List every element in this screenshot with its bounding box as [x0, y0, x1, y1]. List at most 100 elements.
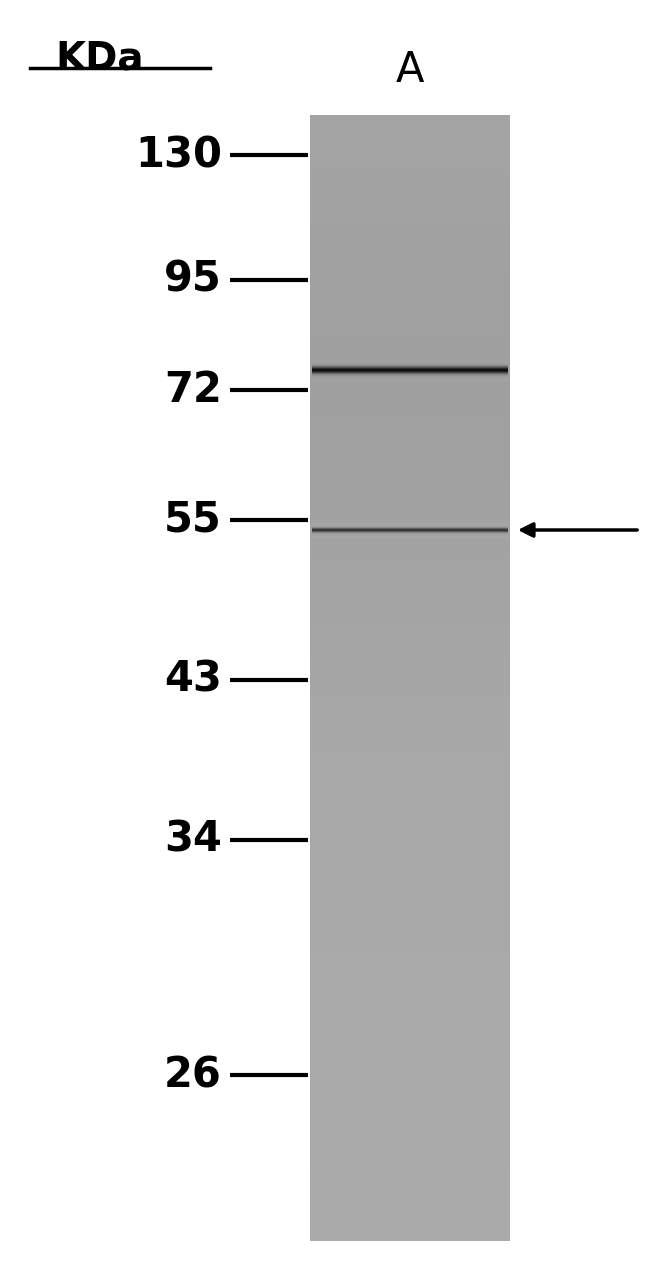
Bar	[310, 1086, 510, 1090]
Text: 55: 55	[164, 499, 222, 541]
Bar	[310, 426, 510, 430]
Bar	[310, 1211, 510, 1214]
Bar	[310, 453, 510, 457]
Bar	[310, 415, 510, 419]
Bar	[310, 126, 510, 131]
Bar	[310, 877, 510, 881]
Bar	[310, 148, 510, 154]
Bar	[310, 733, 510, 739]
Bar	[310, 1008, 510, 1011]
Bar	[310, 1217, 510, 1222]
Bar	[310, 730, 510, 735]
Bar	[310, 457, 510, 461]
Bar	[310, 133, 510, 138]
Bar	[310, 1127, 510, 1132]
Text: 95: 95	[164, 259, 222, 301]
Bar	[310, 681, 510, 685]
Bar	[310, 1165, 510, 1169]
Bar	[310, 449, 510, 453]
Bar	[310, 486, 510, 491]
Bar	[310, 490, 510, 494]
Bar	[310, 937, 510, 940]
Bar	[310, 626, 510, 629]
Bar	[310, 1075, 510, 1079]
Bar	[310, 1150, 510, 1155]
Bar	[310, 764, 510, 768]
Bar	[310, 816, 510, 821]
Bar	[310, 783, 510, 787]
Bar	[310, 497, 510, 501]
Text: 26: 26	[164, 1055, 222, 1096]
Bar	[310, 265, 510, 269]
Bar	[310, 190, 510, 194]
Bar	[310, 539, 510, 543]
Bar	[310, 363, 510, 367]
Bar	[310, 906, 510, 910]
Bar	[310, 434, 510, 438]
Bar	[310, 202, 510, 206]
Bar	[310, 580, 510, 584]
Bar	[310, 377, 510, 382]
Bar	[310, 520, 510, 524]
Bar	[310, 294, 510, 299]
Bar	[310, 223, 510, 228]
Bar	[310, 595, 510, 599]
Bar	[310, 471, 510, 476]
Bar	[310, 831, 510, 835]
Bar	[310, 1173, 510, 1176]
Bar	[310, 1052, 510, 1057]
Bar	[310, 685, 510, 689]
Bar	[310, 459, 510, 464]
Bar	[310, 944, 510, 948]
Bar	[310, 273, 510, 277]
Bar	[310, 250, 510, 254]
Bar	[310, 524, 510, 528]
Bar	[310, 1124, 510, 1128]
Bar	[310, 607, 510, 610]
Bar	[310, 887, 510, 892]
Bar	[310, 1207, 510, 1211]
Bar	[310, 145, 510, 150]
Bar	[310, 959, 510, 963]
Bar	[310, 445, 510, 449]
Bar	[310, 1067, 510, 1072]
Bar	[310, 501, 510, 505]
Bar	[310, 1011, 510, 1015]
Bar	[310, 187, 510, 190]
Bar	[310, 227, 510, 232]
Bar	[310, 843, 510, 846]
Bar	[310, 231, 510, 236]
Bar	[310, 827, 510, 831]
Bar	[310, 329, 510, 332]
Bar	[310, 584, 510, 588]
Bar	[310, 1192, 510, 1195]
Bar	[310, 610, 510, 614]
Bar	[310, 310, 510, 315]
Bar	[310, 622, 510, 626]
Bar	[310, 302, 510, 307]
Bar	[310, 355, 510, 359]
Bar	[310, 865, 510, 869]
Bar	[310, 1109, 510, 1113]
Bar	[310, 549, 510, 555]
Bar	[310, 678, 510, 681]
Bar	[310, 175, 510, 179]
Bar	[310, 313, 510, 319]
Bar	[310, 1195, 510, 1199]
Bar	[310, 168, 510, 171]
Bar	[310, 1082, 510, 1086]
Bar	[310, 212, 510, 217]
Bar	[310, 1213, 510, 1218]
Bar	[310, 1228, 510, 1233]
Bar	[310, 952, 510, 956]
Bar	[310, 292, 510, 296]
Bar	[310, 775, 510, 779]
Bar	[310, 873, 510, 877]
Bar	[310, 258, 510, 261]
Bar	[310, 404, 510, 409]
Bar	[310, 123, 510, 127]
Bar	[310, 385, 510, 390]
Bar	[310, 352, 510, 355]
Bar	[310, 137, 510, 142]
Bar	[310, 801, 510, 806]
